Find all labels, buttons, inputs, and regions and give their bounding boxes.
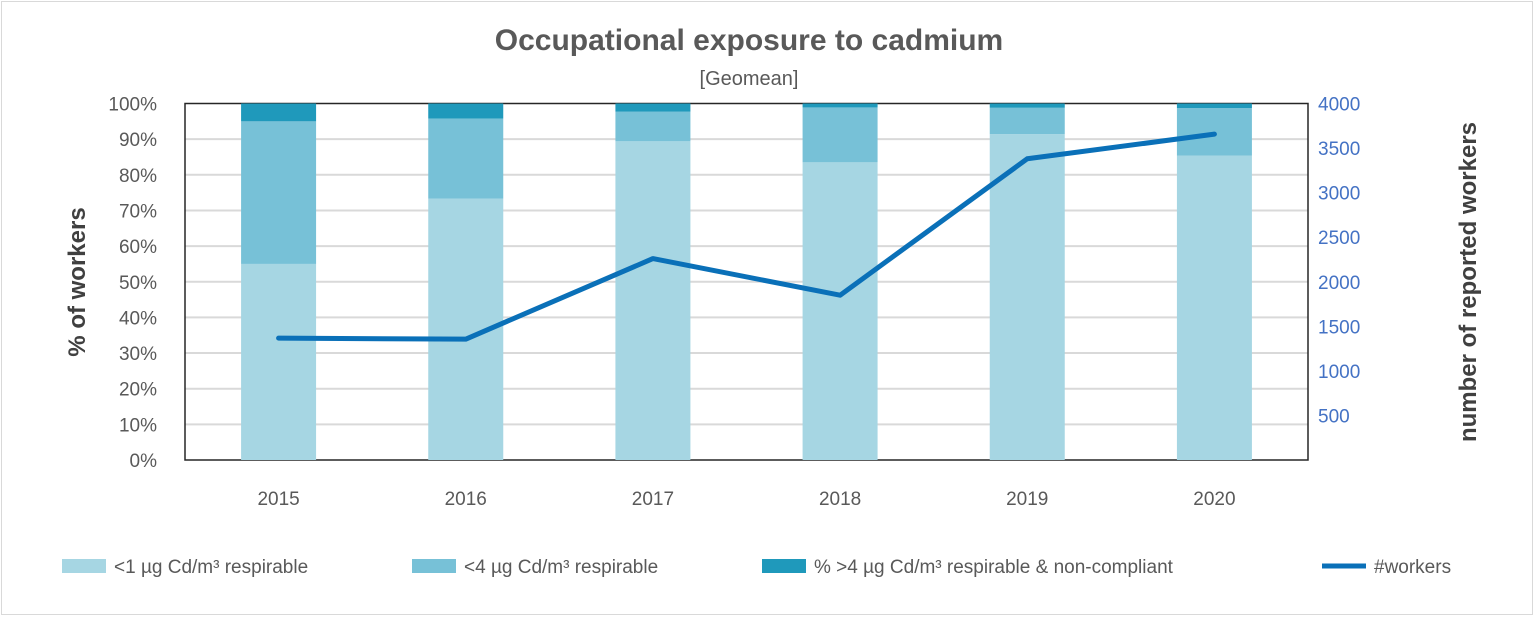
bar-segment	[989, 134, 1065, 460]
bar-segment	[989, 103, 1065, 108]
y-tick-label: 70%	[119, 201, 157, 222]
y2-tick-label: 2000	[1318, 273, 1360, 294]
legend-label: % >4 µg Cd/m³ respirable & non-compliant	[814, 557, 1174, 578]
legend-label: <1 µg Cd/m³ respirable	[114, 557, 308, 578]
y-tick-label: 0%	[130, 451, 158, 472]
bar-segment	[802, 103, 878, 108]
bar-segment	[615, 141, 691, 460]
bar-segment	[802, 162, 878, 460]
bar-segment	[989, 107, 1065, 135]
bar-segment	[428, 118, 504, 199]
bar-segment	[1176, 155, 1252, 460]
y2-tick-label: 3500	[1318, 139, 1360, 160]
y-tick-label: 60%	[119, 237, 157, 258]
y-tick-label: 80%	[119, 166, 157, 187]
legend-swatch	[62, 559, 106, 573]
y-tick-label: 40%	[119, 308, 157, 329]
x-tick-label: 2015	[257, 489, 299, 510]
y-axis-label: % of workers	[64, 207, 91, 356]
y2-axis-label: number of reported workers	[1455, 122, 1482, 442]
y-tick-label: 10%	[119, 415, 157, 436]
bar-segment	[241, 121, 317, 264]
bar-segment	[1176, 103, 1252, 109]
y2-tick-label: 500	[1318, 406, 1350, 427]
legend-swatch	[762, 559, 806, 573]
workers-line	[276, 131, 1217, 342]
y-tick-label: 50%	[119, 273, 157, 294]
bar-segment	[428, 103, 504, 119]
bar-segment	[241, 103, 317, 122]
y-tick-label: 90%	[119, 130, 157, 151]
y2-tick-label: 4000	[1318, 95, 1360, 116]
bar-segment	[802, 107, 878, 163]
plot-area	[184, 102, 1309, 461]
x-tick-label: 2016	[445, 489, 487, 510]
x-tick-label: 2019	[1006, 489, 1048, 510]
legend-label: <4 µg Cd/m³ respirable	[464, 557, 658, 578]
legend-swatch	[412, 559, 456, 573]
y-tick-label: 100%	[108, 95, 157, 116]
y2-tick-label: 1500	[1318, 317, 1360, 338]
bar-segment	[615, 103, 691, 112]
chart-subtitle: [Geomean]	[700, 68, 799, 90]
y-tick-label: 30%	[119, 344, 157, 365]
y-tick-label: 20%	[119, 380, 157, 401]
y2-tick-label: 3000	[1318, 184, 1360, 205]
bar-segment	[615, 111, 691, 142]
y2-tick-label: 2500	[1318, 228, 1360, 249]
chart-title: Occupational exposure to cadmium	[495, 24, 1003, 57]
legend-label: #workers	[1374, 557, 1451, 578]
bar-segment	[241, 263, 317, 460]
x-tick-label: 2017	[632, 489, 674, 510]
x-tick-label: 2020	[1193, 489, 1235, 510]
x-tick-label: 2018	[819, 489, 861, 510]
y2-tick-label: 1000	[1318, 362, 1360, 383]
